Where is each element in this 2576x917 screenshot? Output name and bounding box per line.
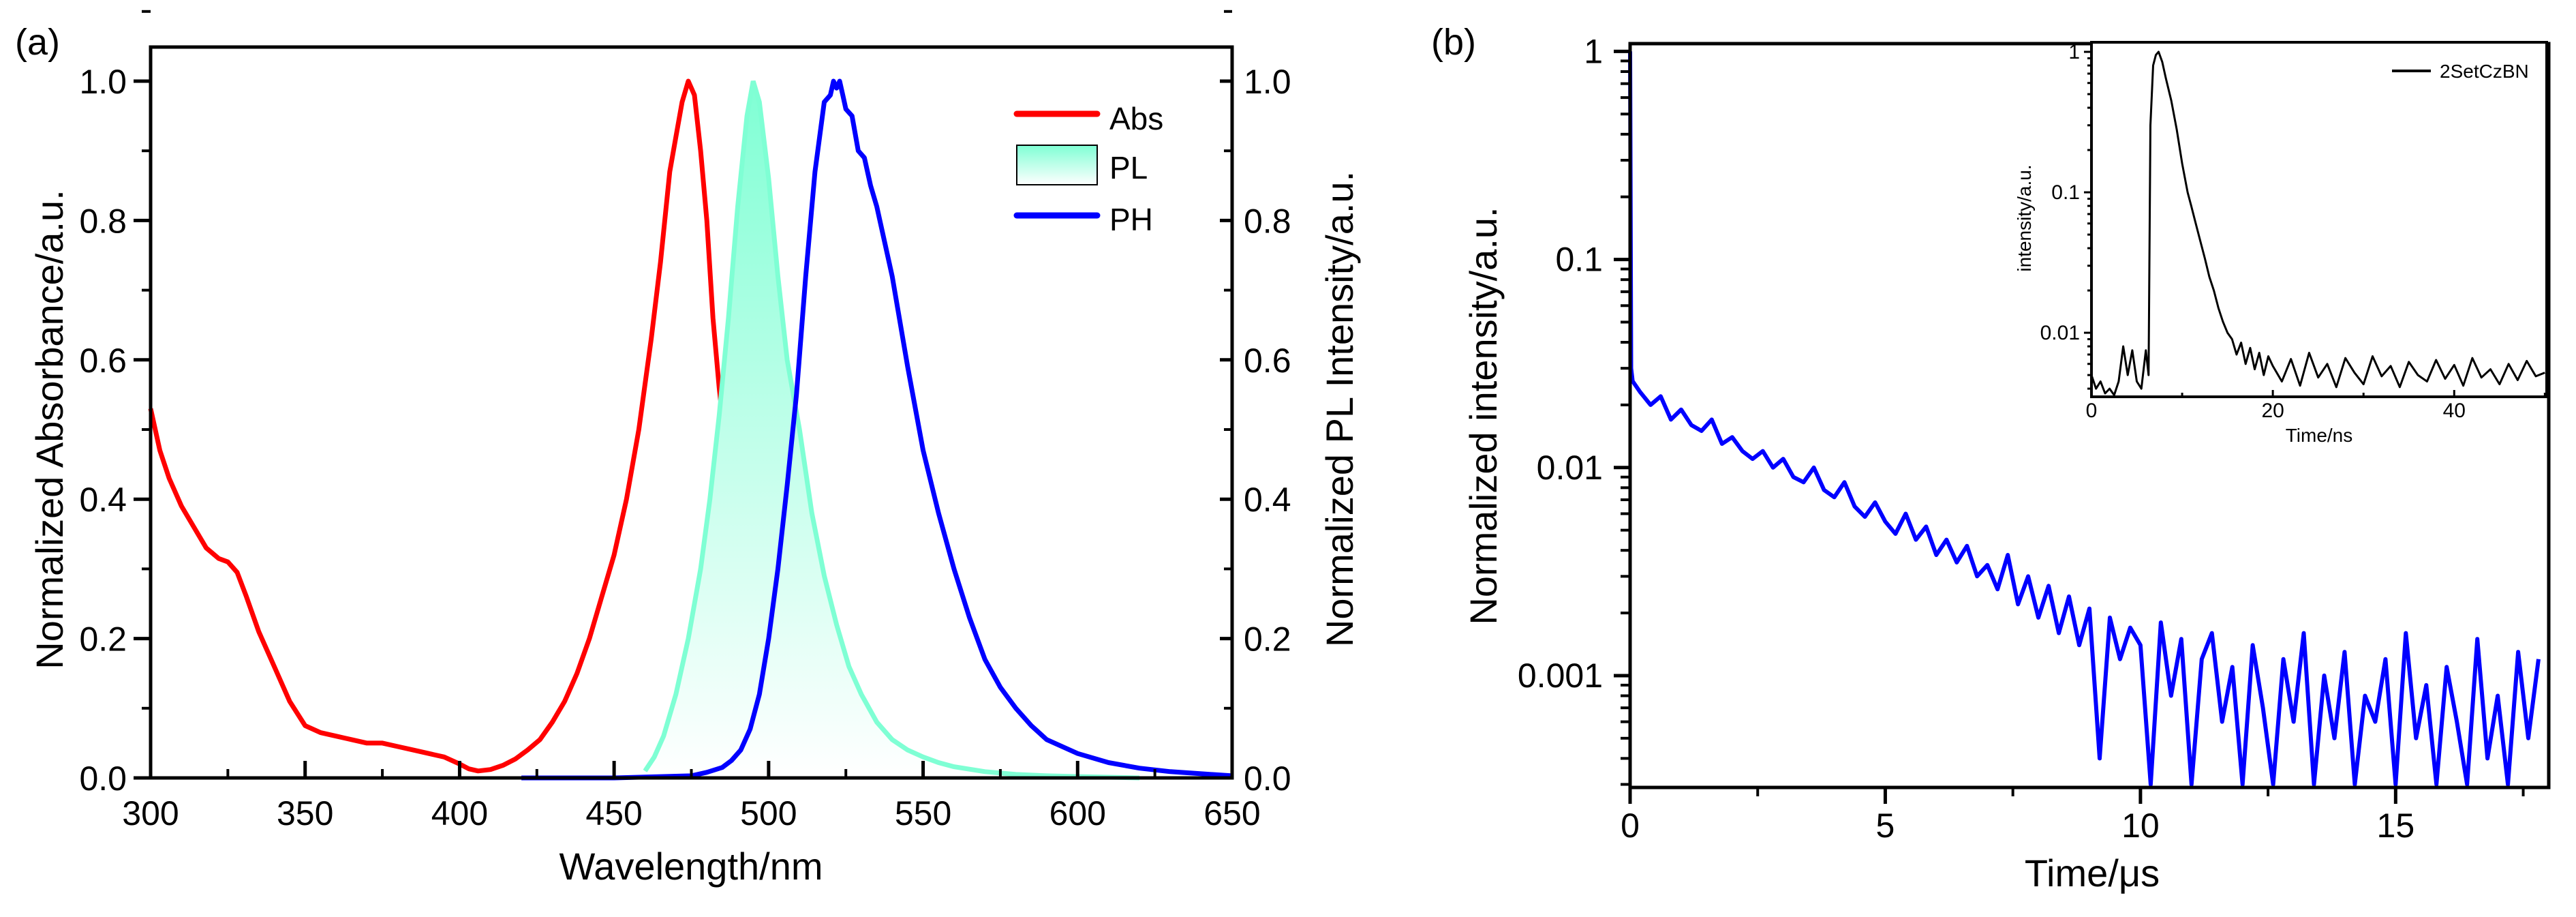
y-tick-label: 0.6 [79, 342, 127, 380]
y-tick-label: 1.0 [79, 63, 127, 101]
panel-a-y-right-axis-title: Normalized PL Intensity/a.u. [1318, 171, 1361, 647]
panel-b-label: (b) [1431, 22, 1476, 63]
y-right-tick-label: 1.0 [1244, 63, 1291, 101]
panel-a-legend: Abs PL PH [1013, 101, 1163, 237]
ph-series-line [521, 78, 1233, 781]
inset-background [2091, 42, 2547, 397]
inset-y-tick-label: 0.1 [2051, 181, 2080, 204]
inset-y-tick-label: 0.01 [2040, 322, 2080, 344]
panel-a-x-axis-title: Wavelength/nm [559, 845, 823, 888]
inset-plot-area [2090, 50, 2545, 396]
y-right-tick-label: 0.2 [1244, 620, 1291, 659]
inset-x-tick-label: 40 [2443, 400, 2466, 422]
x-tick-label: 15 [2377, 807, 2415, 845]
legend-pl-swatch [1016, 145, 1098, 185]
decay-series-line [1628, 51, 2541, 787]
panel-a-y-axis-title: Normalized Absorbance/a.u. [28, 190, 71, 670]
x-tick-label: 10 [2121, 807, 2160, 845]
x-tick-label: 0 [1621, 807, 1640, 845]
y-tick-label: 0.01 [1537, 449, 1603, 487]
inset-series-line [2090, 50, 2545, 396]
y-right-tick-label: 0.6 [1244, 342, 1291, 380]
legend-pl-label: PL [1109, 150, 1148, 185]
y-tick-label: 0.001 [1518, 657, 1603, 695]
y-right-tick-label: 0.0 [1244, 760, 1291, 798]
x-tick-label: 650 [1203, 794, 1260, 832]
legend-ph-label: PH [1109, 202, 1153, 237]
inset-x-tick-label: 0 [2086, 400, 2098, 422]
y-tick-label: 0.1 [1555, 241, 1603, 279]
y-tick-label: 1 [1584, 32, 1603, 70]
pl-series-fill [645, 81, 1139, 778]
panel-a-plot-area [148, 78, 1233, 781]
x-tick-label: 5 [1876, 807, 1895, 845]
x-tick-label: 450 [585, 794, 642, 832]
y-right-tick-label: 0.4 [1244, 481, 1291, 519]
panel-a-label: (a) [15, 22, 60, 63]
y-tick-label: 0.8 [79, 202, 127, 240]
pl-series-line [643, 80, 1140, 781]
inset-y-tick-label: 1 [2068, 41, 2080, 63]
panel-b-plot-area [1628, 51, 2541, 787]
abs-series-line [148, 78, 801, 774]
inset-x-axis-title: Time/ns [2286, 425, 2353, 446]
inset: 0 20 40 0.01 0.1 1 Time/ns intensity/a.u. 2Se… [2014, 41, 2548, 446]
inset-x-tick-label: 20 [2261, 400, 2284, 422]
panel-b-frame [1628, 42, 2551, 790]
inset-legend-label: 2SetCzBN [2440, 61, 2529, 82]
y-right-tick-label: 0.8 [1244, 202, 1291, 240]
x-tick-label: 550 [895, 794, 951, 832]
y-tick-label: 0.2 [79, 620, 127, 659]
inset-y-axis-title: intensity/a.u. [2014, 164, 2035, 271]
panel-b-y-axis-title: Normalized intensity/a.u. [1462, 207, 1505, 625]
y-tick-label: 0.4 [79, 481, 127, 519]
x-tick-label: 500 [740, 794, 797, 832]
y-tick-label: 0.0 [79, 760, 127, 798]
legend-abs-label: Abs [1109, 101, 1163, 136]
x-tick-label: 600 [1049, 794, 1106, 832]
x-tick-label: 400 [431, 794, 488, 832]
x-tick-label: 300 [122, 794, 179, 832]
panel-b-x-axis-title: Time/μs [2025, 852, 2160, 895]
inset-ticks: 0 20 40 0.01 0.1 1 [2040, 41, 2546, 422]
x-tick-label: 350 [277, 794, 333, 832]
inset-frame [2090, 41, 2548, 398]
